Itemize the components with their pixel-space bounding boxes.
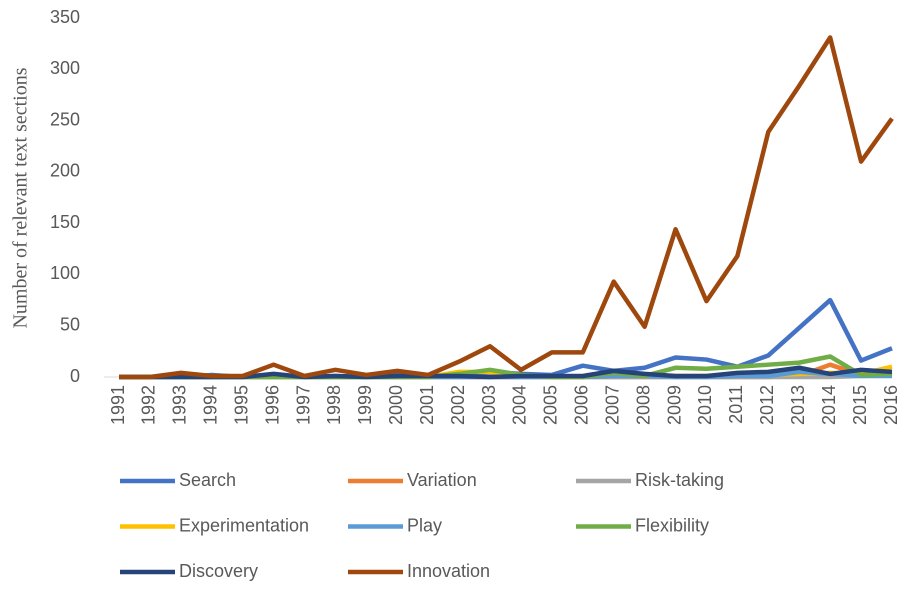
y-tick-label: 50 — [60, 314, 80, 334]
legend-label: Play — [407, 515, 442, 535]
x-tick-label: 1995 — [231, 385, 251, 425]
y-tick-label: 300 — [50, 58, 80, 78]
x-tick-label: 2013 — [788, 385, 808, 425]
x-tick-label: 2009 — [664, 385, 684, 425]
y-tick-label: 200 — [50, 161, 80, 181]
x-tick-label: 2014 — [819, 385, 839, 425]
x-tick-label: 2000 — [386, 385, 406, 425]
legend-label: Risk-taking — [635, 470, 724, 490]
legend-label: Variation — [407, 470, 477, 490]
y-tick-label: 350 — [50, 7, 80, 27]
x-tick-label: 1996 — [262, 385, 282, 425]
legend-label: Discovery — [179, 561, 258, 581]
x-tick-label: 2016 — [881, 385, 899, 425]
legend-label: Search — [179, 470, 236, 490]
y-tick-label: 250 — [50, 109, 80, 129]
x-tick-label: 1997 — [293, 385, 313, 425]
x-tick-label: 2001 — [417, 385, 437, 425]
y-axis-label: Number of relevant text sections — [10, 67, 32, 328]
x-tick-label: 2010 — [695, 385, 715, 425]
x-tick-label: 2007 — [602, 385, 622, 425]
legend-label: Flexibility — [635, 515, 709, 535]
x-tick-label: 1993 — [170, 385, 190, 425]
x-tick-label: 2011 — [726, 385, 746, 424]
x-tick-label: 2005 — [541, 385, 561, 425]
x-tick-label: 2006 — [572, 385, 592, 425]
x-tick-label: 2008 — [633, 385, 653, 425]
x-tick-label: 2015 — [850, 385, 870, 425]
x-tick-label: 1992 — [139, 385, 159, 425]
legend-label: Innovation — [407, 561, 490, 581]
x-tick-label: 1998 — [324, 385, 344, 425]
x-tick-label: 1994 — [201, 385, 221, 425]
series-line — [119, 35, 894, 380]
x-tick-label: 1991 — [108, 385, 128, 425]
y-tick-label: 150 — [50, 212, 80, 232]
x-tick-label: 2003 — [479, 385, 499, 425]
x-tick-label: 2004 — [510, 385, 530, 425]
x-tick-label: 1999 — [355, 385, 375, 425]
y-tick-label: 0 — [70, 366, 80, 386]
legend-label: Experimentation — [179, 515, 309, 535]
y-tick-label: 100 — [50, 263, 80, 283]
x-tick-label: 2012 — [757, 385, 777, 425]
x-tick-label: 2002 — [448, 385, 468, 425]
